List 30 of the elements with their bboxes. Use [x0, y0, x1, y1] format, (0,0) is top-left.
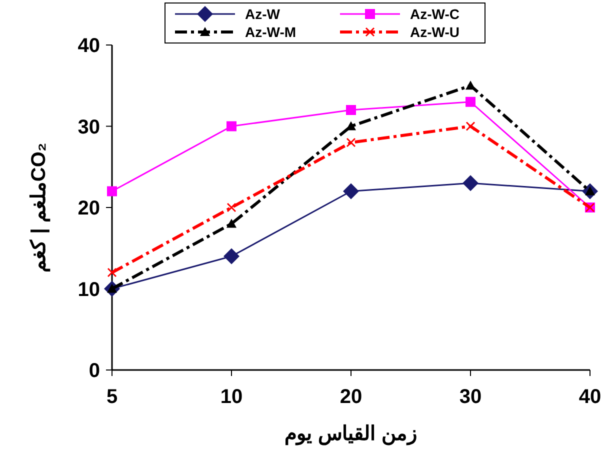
point	[466, 96, 476, 107]
x-tick-label: 5	[106, 386, 118, 408]
y-tick-label: 30	[78, 116, 100, 138]
point	[226, 121, 236, 132]
legend-label: Az-W	[245, 6, 280, 22]
point	[346, 105, 356, 115]
x-tick-label: 20	[340, 386, 362, 408]
point	[346, 138, 356, 148]
y-tick-label: 10	[78, 278, 100, 301]
point	[226, 202, 236, 212]
point	[466, 122, 476, 131]
x-axis-title: زمن القياس يوم	[284, 423, 418, 446]
y-axis-title: CO₂ملغم | كغم	[28, 142, 51, 272]
point	[343, 183, 359, 200]
point	[224, 248, 240, 264]
y-tick-label: 0	[88, 360, 100, 382]
point	[466, 80, 476, 90]
legend-label: Az-W-C	[410, 6, 460, 22]
point	[462, 175, 478, 192]
y-tick-label: 40	[78, 35, 100, 57]
x-tick-label: 10	[220, 386, 243, 408]
x-tick-label: 40	[578, 386, 602, 408]
legend-label: Az-W-U	[410, 24, 460, 40]
point	[226, 218, 236, 228]
y-tick-label: 20	[78, 198, 100, 220]
point	[346, 121, 356, 130]
legend-label: Az-W-M	[245, 24, 296, 40]
x-tick-label: 30	[459, 386, 482, 408]
point	[107, 186, 117, 196]
point	[107, 268, 117, 278]
